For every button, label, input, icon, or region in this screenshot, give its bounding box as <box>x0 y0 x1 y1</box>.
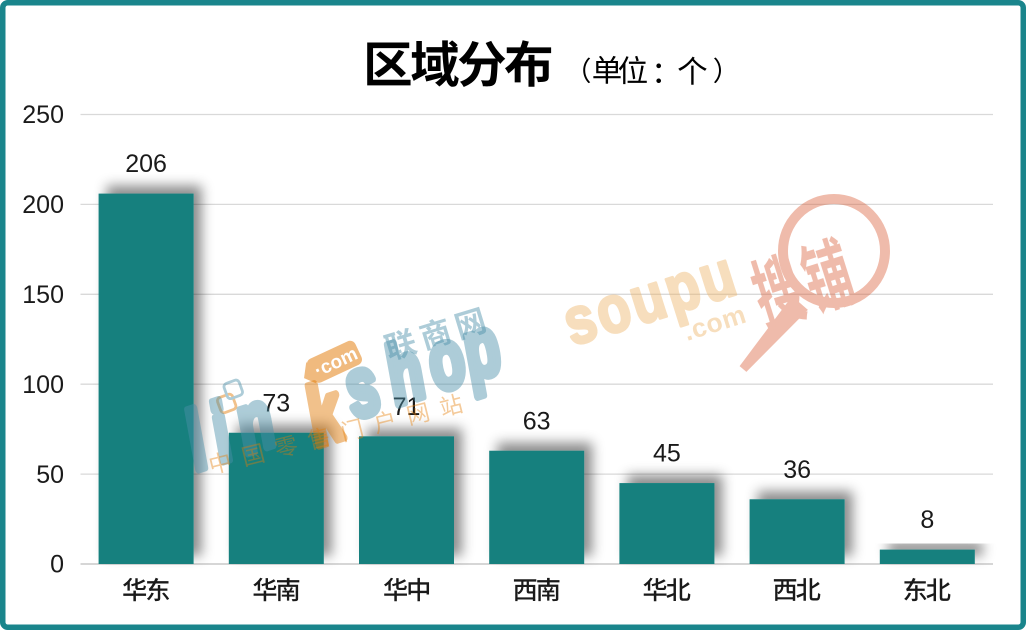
svg-text:206: 206 <box>125 150 167 178</box>
svg-text:0: 0 <box>50 551 64 579</box>
svg-text:200: 200 <box>22 191 64 219</box>
svg-text:45: 45 <box>653 440 681 468</box>
svg-text:100: 100 <box>22 371 64 399</box>
svg-text:36: 36 <box>783 456 811 484</box>
svg-text:8: 8 <box>920 506 934 534</box>
svg-text:150: 150 <box>22 281 64 309</box>
svg-text:250: 250 <box>22 101 64 129</box>
svg-text:50: 50 <box>36 461 64 489</box>
svg-text:73: 73 <box>262 389 290 417</box>
svg-text:63: 63 <box>523 407 551 435</box>
